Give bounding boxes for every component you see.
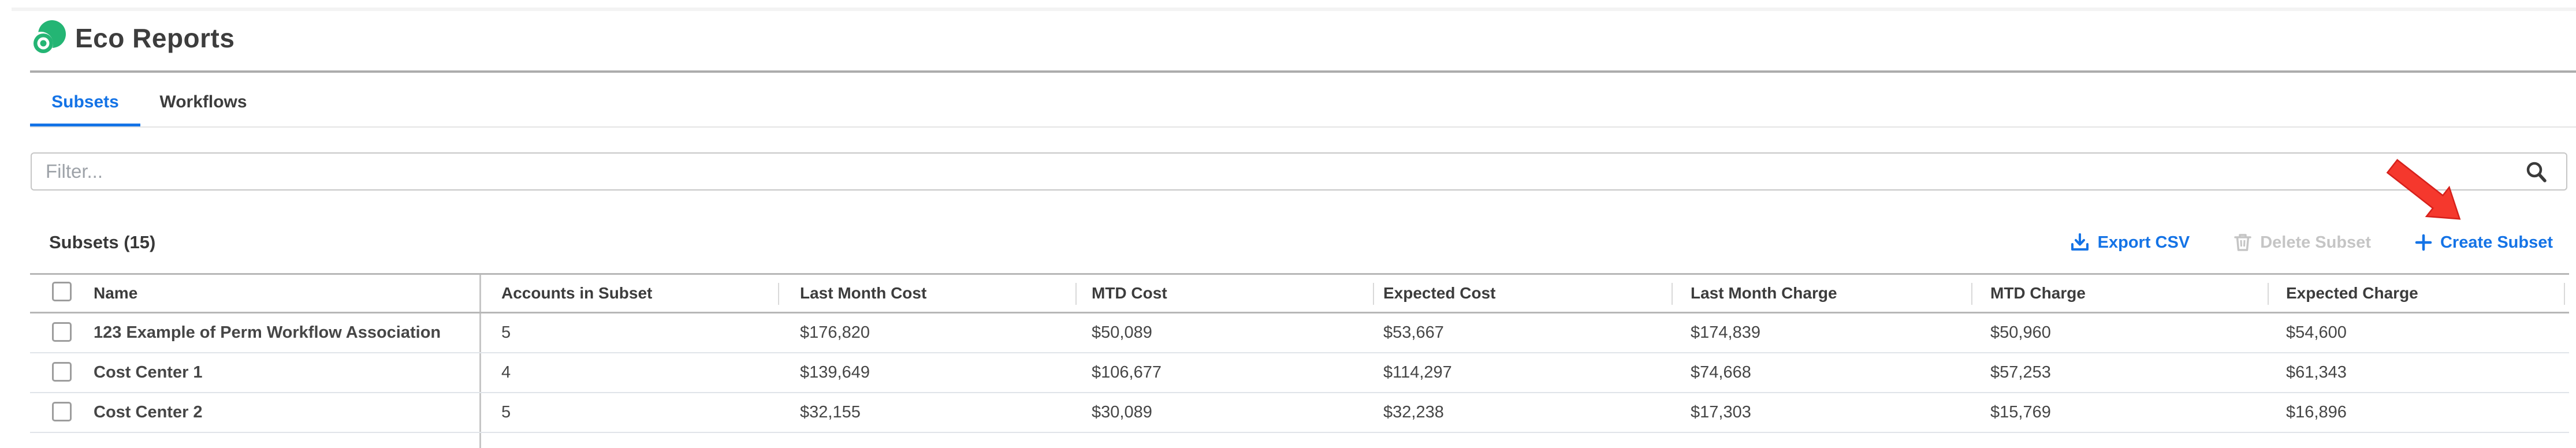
export-csv-button[interactable]: Export CSV	[2070, 233, 2190, 252]
cell-last-month-cost: $32,155	[800, 403, 861, 421]
column-header-last-month-cost: Last Month Cost	[800, 284, 927, 302]
header-separator	[2564, 283, 2565, 305]
top-edge-strip	[12, 8, 2576, 11]
cell-expected-cost: $114,297	[1383, 363, 1452, 382]
cell-last-month-charge: $174,839	[1691, 323, 1760, 342]
subsets-table: Name Accounts in Subset Last Month Cost …	[0, 273, 2576, 448]
delete-subset-label: Delete Subset	[2260, 233, 2371, 252]
column-header-mtd-charge: MTD Charge	[1990, 284, 2086, 302]
create-subset-button[interactable]: Create Subset	[2415, 233, 2553, 252]
eco-logo-icon	[30, 20, 66, 56]
cell-expected-charge: $54,600	[2286, 323, 2347, 342]
cell-mtd-cost: $50,089	[1092, 323, 1152, 342]
cell-last-month-cost: $176,820	[800, 323, 870, 342]
cell-last-month-charge: $17,303	[1691, 403, 1751, 421]
table-header-border	[30, 312, 2569, 313]
delete-subset-button[interactable]: Delete Subset	[2233, 233, 2371, 252]
row-checkbox[interactable]	[52, 362, 72, 382]
cell-last-month-charge: $74,668	[1691, 363, 1751, 382]
plus-icon	[2415, 234, 2432, 251]
create-subset-label: Create Subset	[2440, 233, 2553, 252]
filter-input[interactable]	[32, 154, 2566, 189]
table-actions: Export CSV Delete Subset Create Subset	[2070, 227, 2553, 257]
column-header-last-month-charge: Last Month Charge	[1691, 284, 1837, 302]
search-icon[interactable]	[2525, 160, 2549, 185]
header-separator	[1075, 283, 1077, 305]
table-header-row: Name Accounts in Subset Last Month Cost …	[0, 275, 2576, 312]
column-header-mtd-cost: MTD Cost	[1092, 284, 1167, 302]
table-row: 123 Example of Perm Workflow Association…	[0, 313, 2576, 353]
cell-expected-cost: $32,238	[1383, 403, 1444, 421]
subsets-count-heading: Subsets (15)	[49, 232, 156, 252]
page-title: Eco Reports	[75, 23, 235, 53]
download-icon	[2071, 233, 2089, 251]
export-csv-label: Export CSV	[2097, 233, 2190, 252]
tab-subsets[interactable]: Subsets	[51, 92, 119, 111]
tab-workflows[interactable]: Workflows	[159, 92, 247, 111]
cell-accounts: 5	[501, 403, 511, 421]
column-header-name: Name	[94, 284, 138, 302]
annotation-arrow	[2386, 159, 2461, 220]
cell-expected-charge: $61,343	[2286, 363, 2347, 382]
row-divider	[30, 352, 2569, 353]
row-checkbox[interactable]	[52, 402, 72, 421]
trash-icon	[2234, 234, 2251, 251]
filter-field-container	[31, 152, 2567, 191]
cell-mtd-cost: $30,089	[1092, 403, 1152, 421]
column-header-accounts: Accounts in Subset	[501, 284, 653, 302]
header-separator	[778, 283, 779, 305]
cell-mtd-charge: $50,960	[1990, 323, 2051, 342]
cell-mtd-charge: $15,769	[1990, 403, 2051, 421]
cell-expected-cost: $53,667	[1383, 323, 1444, 342]
header-separator	[1971, 283, 1972, 305]
table-body: 123 Example of Perm Workflow Association…	[0, 313, 2576, 433]
cell-accounts: 4	[501, 363, 511, 382]
cell-mtd-charge: $57,253	[1990, 363, 2051, 382]
table-row: Cost Center 2 5 $32,155 $30,089 $32,238 …	[0, 393, 2576, 433]
subset-name-link[interactable]: Cost Center 2	[94, 403, 203, 421]
header-separator	[1373, 283, 1374, 305]
column-header-expected-cost: Expected Cost	[1383, 284, 1496, 302]
header-divider	[30, 70, 2576, 73]
tabs-bottom-border	[30, 126, 2576, 128]
table-top-border	[30, 273, 2569, 275]
cell-expected-charge: $16,896	[2286, 403, 2347, 421]
cell-accounts: 5	[501, 323, 511, 342]
subset-name-link[interactable]: 123 Example of Perm Workflow Association	[94, 323, 441, 342]
header-separator	[2268, 283, 2269, 305]
select-all-checkbox[interactable]	[52, 282, 72, 301]
cell-mtd-cost: $106,677	[1092, 363, 1162, 382]
header-separator	[1672, 283, 1673, 305]
row-divider	[30, 432, 2569, 433]
cell-last-month-cost: $139,649	[800, 363, 870, 382]
active-tab-underline	[30, 124, 140, 128]
table-row: Cost Center 1 4 $139,649 $106,677 $114,2…	[0, 353, 2576, 393]
row-divider	[30, 392, 2569, 393]
subset-name-link[interactable]: Cost Center 1	[94, 363, 203, 382]
row-checkbox[interactable]	[52, 322, 72, 342]
name-column-divider	[479, 275, 481, 448]
column-header-expected-charge: Expected Charge	[2286, 284, 2418, 302]
